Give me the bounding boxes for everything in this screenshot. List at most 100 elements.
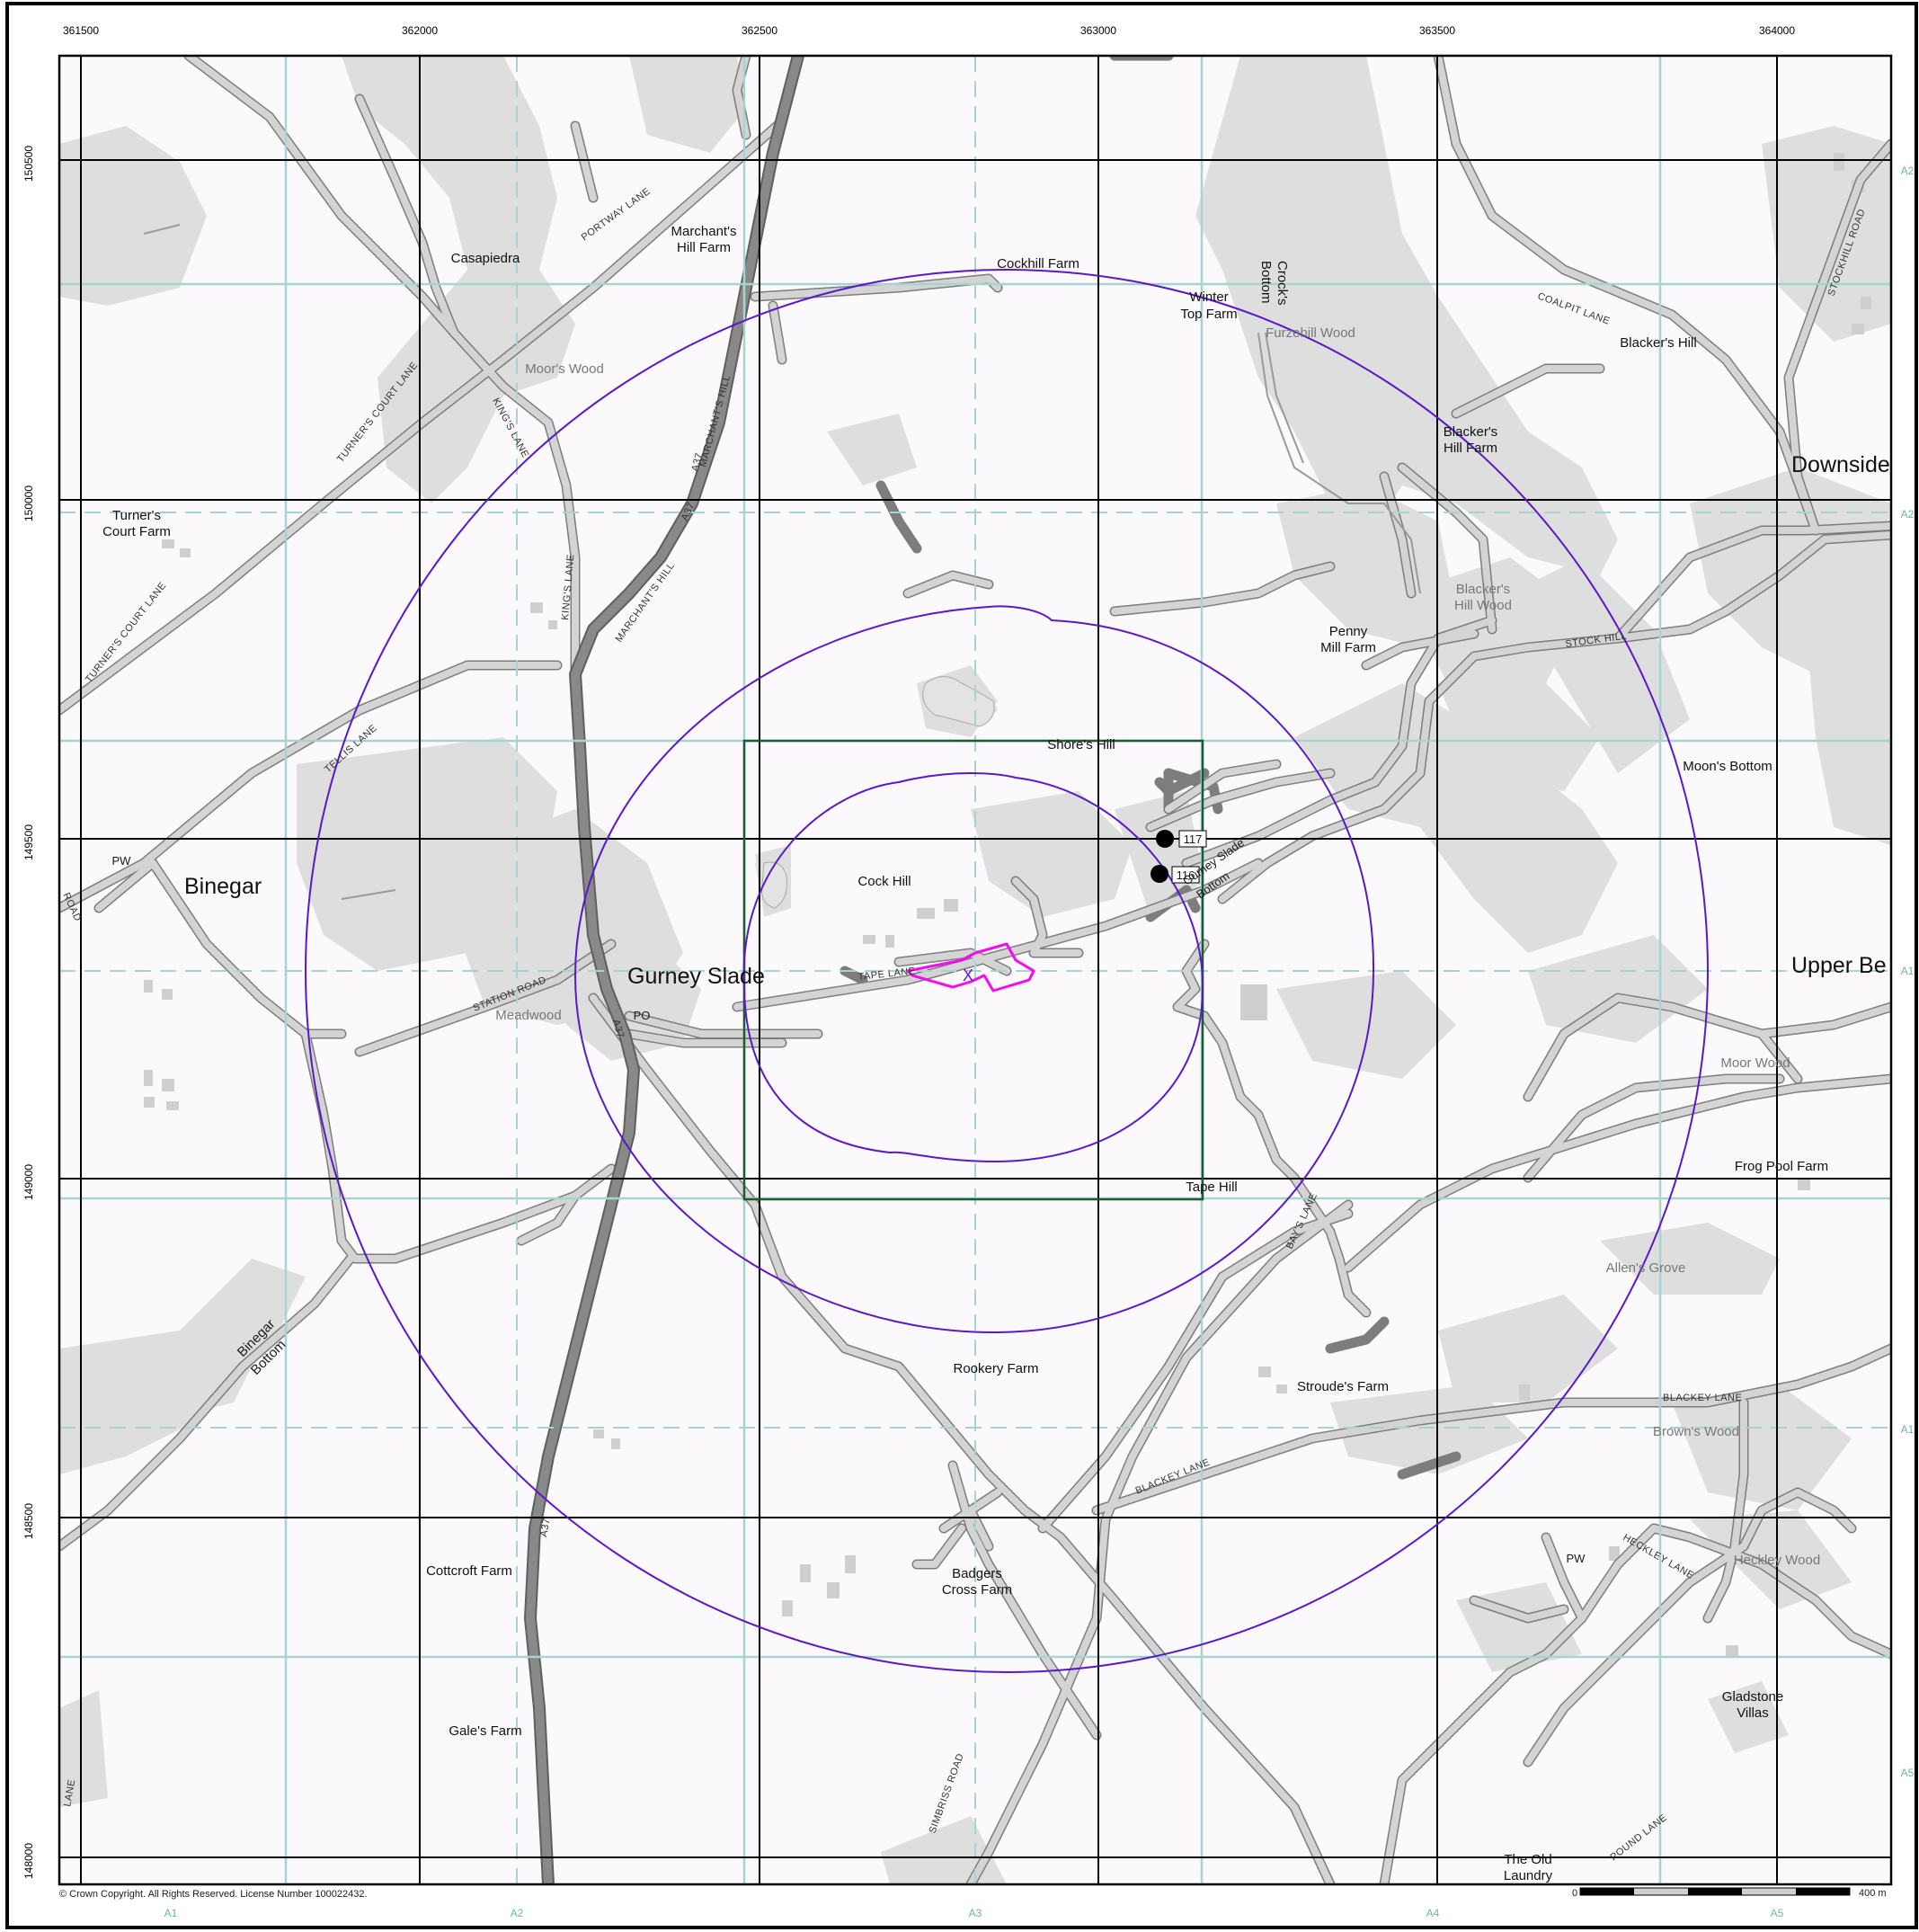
label-gurney-slade: Gurney Slade [627, 964, 765, 989]
grid-teal-dashed [59, 56, 1891, 1884]
northing-150500: 150500 [22, 146, 35, 182]
label-gladstone-2: Villas [1737, 1705, 1769, 1721]
marker-117-dot[interactable] [1156, 830, 1174, 848]
label-moors-wood: Moor's Wood [525, 361, 604, 377]
scale-zero: 0 [1572, 1888, 1577, 1899]
easting-364000: 364000 [1759, 24, 1795, 37]
a37-road [524, 56, 804, 1884]
buffer-ring-500m [573, 605, 1375, 1334]
label-marchants-farm-1: Marchant's [671, 224, 737, 239]
label-turners-2: Court Farm [102, 524, 171, 539]
northing-149500: 149500 [22, 824, 35, 860]
label-marchants-farm-2: Hill Farm [677, 240, 731, 255]
label-browns-wood: Brown's Wood [1653, 1424, 1739, 1439]
easting-labels: 361500 362000 362500 363000 363500 36400… [63, 24, 1795, 37]
minor-roads [59, 56, 1891, 1884]
label-stroudes: Stroude's Farm [1297, 1379, 1389, 1394]
buffer-ring-250m [742, 772, 1204, 1163]
sheet-bottom-a3: A3 [969, 1907, 982, 1919]
northing-148500: 148500 [22, 1503, 35, 1539]
sheet-right-1: A2 [1901, 165, 1915, 177]
copyright-notice: © Crown Copyright. All Rights Reserved. … [59, 1889, 368, 1900]
label-cockhill-farm: Cockhill Farm [997, 256, 1079, 272]
label-penny-2: Mill Farm [1320, 640, 1376, 655]
label-pw-2: PW [1567, 1552, 1586, 1565]
sheet-right-3: A1 [1901, 965, 1915, 977]
scale-end: 400 m [1859, 1888, 1887, 1899]
road-label-a37-1: A37 [689, 451, 705, 472]
northing-labels: 150500 150000 149500 149000 148500 14800… [22, 146, 35, 1879]
sheet-bottom-a4: A4 [1426, 1907, 1440, 1919]
label-moons-bottom: Moon's Bottom [1683, 759, 1772, 774]
label-furzehill: Furzehill Wood [1266, 325, 1355, 341]
label-blackers-wood-2: Hill Wood [1454, 598, 1512, 613]
marker-116-dot[interactable] [1151, 865, 1168, 883]
label-heckley-wood: Heckley Wood [1734, 1553, 1820, 1568]
site-centre-mark: X [963, 966, 973, 984]
label-cock-hill: Cock Hill [857, 874, 911, 889]
label-moor-wood: Moor Wood [1720, 1055, 1790, 1071]
sheet-bottom-a2: A2 [511, 1907, 524, 1919]
northing-149000: 149000 [22, 1164, 35, 1200]
map-body[interactable]: X 117 116 Binegar Gurney Slade Downside … [59, 56, 1891, 1884]
label-binegar: Binegar [184, 874, 262, 899]
marker-116-label: 116 [1177, 868, 1195, 882]
label-blackers-wood-1: Blacker's [1456, 582, 1510, 597]
label-badgers-1: Badgers [952, 1566, 1002, 1581]
label-badgers-2: Cross Farm [942, 1582, 1012, 1598]
easting-362000: 362000 [402, 24, 438, 37]
label-crocks-2: Bottom [1258, 261, 1274, 304]
easting-363500: 363500 [1419, 24, 1455, 37]
label-po: PO [634, 1009, 651, 1022]
sheet-bottom-a5: A5 [1771, 1907, 1784, 1919]
sheet-labels-right: A2 A2 A1 A1 A5 [1901, 165, 1915, 1779]
label-winter-top-2: Top Farm [1180, 307, 1237, 322]
outer-border [5, 2, 1918, 1929]
road-label-blackey-2: BLACKEY LANE [1663, 1393, 1742, 1403]
label-winter-top-1: Winter [1189, 289, 1228, 305]
buildings [144, 153, 1871, 1656]
label-allens-grove: Allen's Grove [1606, 1260, 1686, 1276]
label-rookery: Rookery Farm [953, 1361, 1038, 1376]
sheet-right-2: A2 [1901, 508, 1915, 521]
label-frog-pool: Frog Pool Farm [1735, 1159, 1828, 1174]
easting-363000: 363000 [1080, 24, 1116, 37]
tracks [143, 224, 1421, 900]
label-cottcroft: Cottcroft Farm [426, 1563, 512, 1579]
road-label-lane-left: LANE [62, 1778, 77, 1807]
road-label-a37-4: A37 [538, 1518, 552, 1538]
northing-148000: 148000 [22, 1843, 35, 1879]
label-penny-1: Penny [1329, 624, 1368, 639]
label-blackers-hill: Blacker's Hill [1620, 335, 1696, 351]
label-upper-be: Upper Be [1791, 953, 1887, 978]
label-shores-hill: Shore's Hill [1047, 737, 1115, 752]
label-casapiedra: Casapiedra [451, 251, 520, 266]
place-labels: Binegar Gurney Slade Downside Upper Be C… [102, 224, 1890, 1883]
label-gladstone-1: Gladstone [1722, 1689, 1783, 1705]
buffer-rings [305, 269, 1709, 1673]
marker-116-box [1171, 866, 1200, 884]
label-tape-hill: Tape Hill [1186, 1180, 1238, 1195]
marker-117-box [1178, 830, 1207, 848]
sheet-right-5: A5 [1901, 1767, 1915, 1779]
scale-bar: 0 400 m [1572, 1887, 1887, 1899]
sheet-labels-bottom: A1 A2 A3 A4 A5 [164, 1907, 1784, 1919]
northing-150000: 150000 [22, 485, 35, 521]
label-meadwood: Meadwood [495, 1008, 561, 1023]
water-features [761, 676, 995, 909]
easting-362500: 362500 [742, 24, 777, 37]
label-blackers-farm-2: Hill Farm [1444, 441, 1497, 456]
label-old-laundry-1: The Old [1504, 1852, 1551, 1867]
record-markers[interactable]: 117 116 [1151, 830, 1207, 884]
road-label-a37-3: A37 [610, 1019, 626, 1039]
sheet-right-4: A1 [1901, 1423, 1915, 1436]
label-gales: Gale's Farm [449, 1723, 521, 1739]
label-crocks-1: Crock's [1275, 261, 1290, 306]
site-outline [906, 942, 1035, 993]
label-pw-1: PW [112, 854, 132, 868]
map-frame [58, 54, 1893, 1886]
label-turners-1: Turner's [112, 508, 161, 523]
label-old-laundry-2: Laundry [1504, 1868, 1553, 1883]
marker-117-label: 117 [1184, 832, 1203, 846]
